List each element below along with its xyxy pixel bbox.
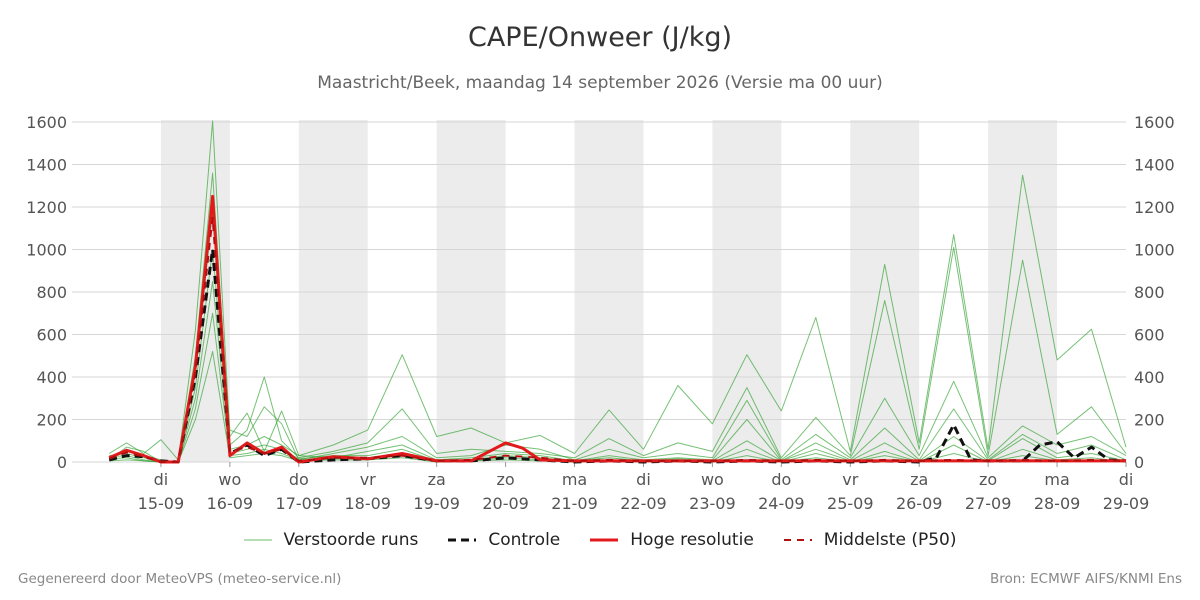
x-tick-top-16-09: wo — [218, 470, 241, 489]
weekend-band-3 — [574, 120, 644, 462]
x-tick-top-20-09: zo — [497, 470, 515, 489]
y-tick-left-1000: 1000 — [26, 241, 67, 260]
y-tick-right-600: 600 — [1134, 326, 1165, 345]
series-line-member-1 — [108, 172, 1127, 463]
y-tick-left-200: 200 — [36, 411, 67, 430]
y-tick-right-1200: 1200 — [1134, 198, 1175, 217]
x-tick-top-25-09: vr — [842, 470, 858, 489]
y-tick-right-800: 800 — [1134, 283, 1165, 302]
footer-source: Bron: ECMWF AIFS/KNMI Ens — [989, 571, 1182, 587]
legend-swatch-thin-green — [243, 539, 272, 541]
x-tick-bottom-26-09: 26-09 — [896, 494, 943, 513]
y-tick-left-1600: 1600 — [26, 113, 67, 132]
x-tick-bottom-20-09: 20-09 — [482, 494, 529, 513]
series-line-member-4 — [109, 280, 1127, 463]
footer-generated-by: Gegenereerd door MeteoVPS (meteo-service… — [18, 571, 342, 587]
weekend-band-2 — [436, 120, 506, 462]
x-tick-bottom-21-09: 21-09 — [551, 494, 598, 513]
y-tick-right-0: 0 — [1134, 453, 1144, 472]
x-tick-bottom-25-09: 25-09 — [827, 494, 874, 513]
series-line-median-0 — [108, 216, 1127, 463]
x-tick-bottom-16-09: 16-09 — [207, 494, 254, 513]
legend-label-controle: Controle — [488, 530, 561, 550]
series-line-member-0 — [108, 120, 1127, 461]
x-tick-top-15-09: di — [154, 470, 169, 489]
x-tick-top-26-09: za — [910, 470, 928, 489]
chart-subtitle: Maastricht/Beek, maandag 14 september 20… — [317, 73, 883, 93]
legend-item-middelste: Middelste (P50) — [783, 530, 957, 550]
x-tick-bottom-27-09: 27-09 — [965, 494, 1012, 513]
x-tick-top-17-09: do — [289, 470, 309, 489]
x-tick-top-29-09: di — [1119, 470, 1134, 489]
y-tick-right-200: 200 — [1134, 411, 1165, 430]
x-tick-top-27-09: zo — [979, 470, 997, 489]
y-tick-left-600: 600 — [36, 326, 67, 345]
chart-legend: Verstoorde runs Controle Hoge resolutie … — [0, 530, 1200, 550]
x-tick-bottom-17-09: 17-09 — [276, 494, 323, 513]
y-tick-left-400: 400 — [36, 368, 67, 387]
x-tick-top-28-09: ma — [1044, 470, 1069, 489]
x-tick-bottom-19-09: 19-09 — [413, 494, 460, 513]
legend-swatch-red-solid — [590, 538, 619, 542]
y-tick-left-0: 0 — [57, 453, 67, 472]
y-tick-right-1600: 1600 — [1134, 113, 1175, 132]
legend-swatch-darkred-dashed — [783, 539, 812, 541]
legend-label-hoge-resolutie: Hoge resolutie — [630, 530, 754, 550]
x-tick-bottom-18-09: 18-09 — [344, 494, 391, 513]
legend-item-hoge-resolutie: Hoge resolutie — [590, 530, 754, 550]
x-tick-bottom-29-09: 29-09 — [1103, 494, 1150, 513]
x-tick-bottom-24-09: 24-09 — [758, 494, 805, 513]
weekend-band-4 — [712, 120, 782, 462]
y-tick-right-400: 400 — [1134, 368, 1165, 387]
x-tick-bottom-22-09: 22-09 — [620, 494, 667, 513]
weekend-band-1 — [298, 120, 368, 462]
y-tick-right-1000: 1000 — [1134, 241, 1175, 260]
x-tick-bottom-23-09: 23-09 — [689, 494, 736, 513]
y-tick-left-1400: 1400 — [26, 156, 67, 175]
y-tick-right-1400: 1400 — [1134, 156, 1175, 175]
x-tick-bottom-28-09: 28-09 — [1034, 494, 1081, 513]
y-tick-left-1200: 1200 — [26, 198, 67, 217]
legend-label-verstoorde-runs: Verstoorde runs — [283, 530, 419, 550]
x-tick-top-22-09: di — [636, 470, 651, 489]
legend-label-middelste: Middelste (P50) — [823, 530, 957, 550]
legend-item-controle: Controle — [448, 530, 560, 550]
x-tick-top-18-09: vr — [360, 470, 376, 489]
x-tick-top-24-09: do — [771, 470, 791, 489]
weekend-band-6 — [988, 120, 1058, 462]
legend-item-verstoorde-runs: Verstoorde runs — [243, 530, 419, 550]
y-tick-left-800: 800 — [36, 283, 67, 302]
chart-title: CAPE/Onweer (J/kg) — [467, 22, 732, 53]
x-tick-top-21-09: ma — [562, 470, 587, 489]
x-tick-bottom-15-09: 15-09 — [138, 494, 185, 513]
x-tick-top-23-09: wo — [701, 470, 724, 489]
x-tick-top-19-09: za — [428, 470, 446, 489]
legend-swatch-black-dashed — [448, 538, 477, 542]
